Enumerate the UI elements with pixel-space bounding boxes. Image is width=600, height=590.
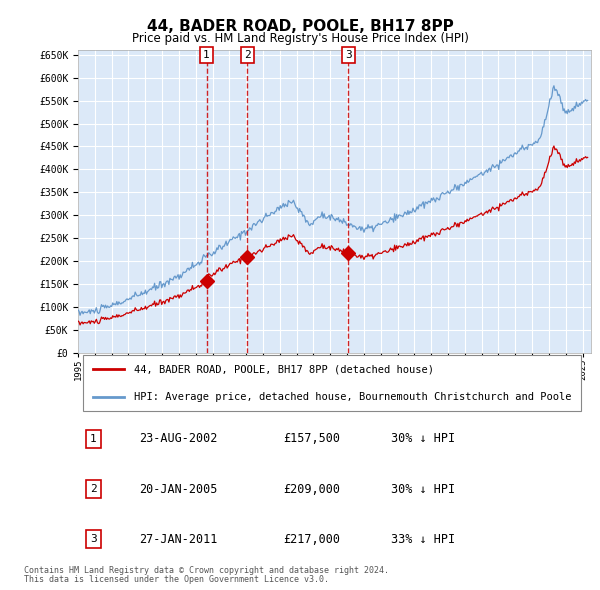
Text: 44, BADER ROAD, POOLE, BH17 8PP: 44, BADER ROAD, POOLE, BH17 8PP: [146, 19, 454, 34]
Text: This data is licensed under the Open Government Licence v3.0.: This data is licensed under the Open Gov…: [24, 575, 329, 584]
Text: 30% ↓ HPI: 30% ↓ HPI: [391, 432, 455, 445]
Text: Price paid vs. HM Land Registry's House Price Index (HPI): Price paid vs. HM Land Registry's House …: [131, 32, 469, 45]
Text: 23-AUG-2002: 23-AUG-2002: [140, 432, 218, 445]
Text: 20-JAN-2005: 20-JAN-2005: [140, 483, 218, 496]
FancyBboxPatch shape: [83, 355, 581, 411]
Text: £209,000: £209,000: [283, 483, 340, 496]
Text: 44, BADER ROAD, POOLE, BH17 8PP (detached house): 44, BADER ROAD, POOLE, BH17 8PP (detache…: [134, 364, 434, 374]
Text: 3: 3: [345, 50, 352, 60]
Text: 27-JAN-2011: 27-JAN-2011: [140, 533, 218, 546]
Text: £157,500: £157,500: [283, 432, 340, 445]
Text: 33% ↓ HPI: 33% ↓ HPI: [391, 533, 455, 546]
Text: 3: 3: [90, 535, 97, 545]
Text: Contains HM Land Registry data © Crown copyright and database right 2024.: Contains HM Land Registry data © Crown c…: [24, 566, 389, 575]
Text: 1: 1: [90, 434, 97, 444]
Text: 1: 1: [203, 50, 210, 60]
Text: 30% ↓ HPI: 30% ↓ HPI: [391, 483, 455, 496]
Text: 2: 2: [90, 484, 97, 494]
Text: HPI: Average price, detached house, Bournemouth Christchurch and Poole: HPI: Average price, detached house, Bour…: [134, 392, 572, 402]
Text: 2: 2: [244, 50, 250, 60]
Text: £217,000: £217,000: [283, 533, 340, 546]
